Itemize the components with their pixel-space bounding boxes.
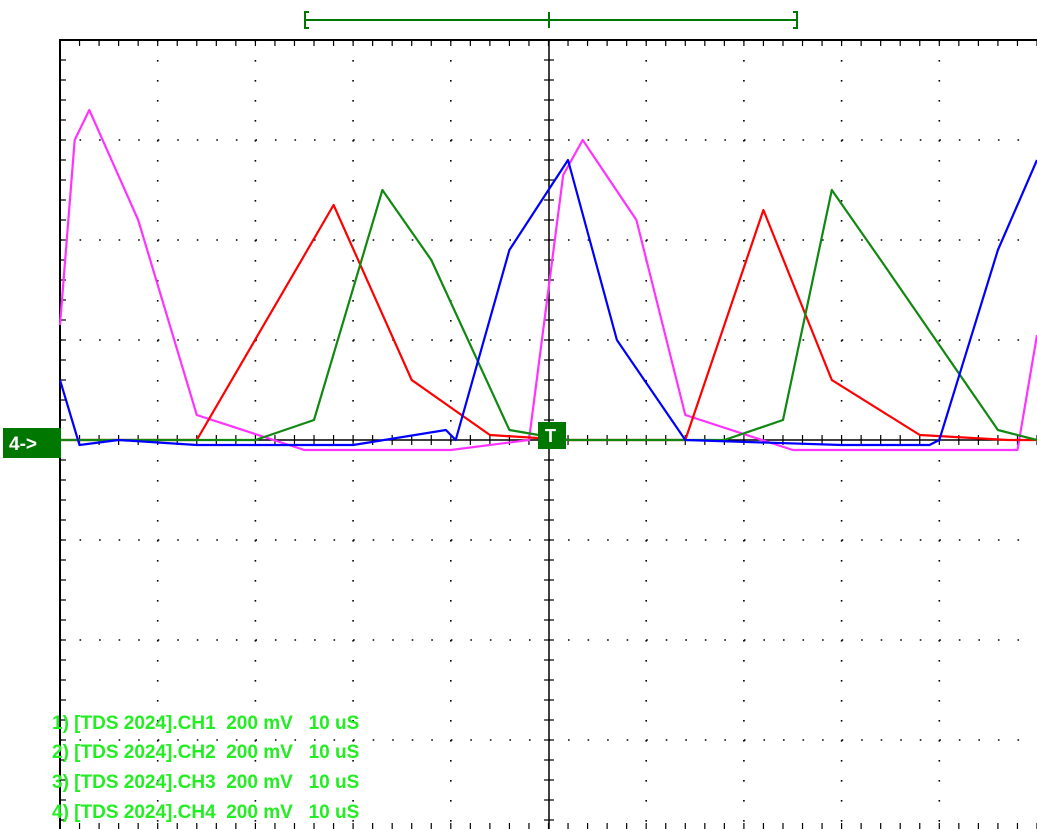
legend-line-ch2: 2) [TDS 2024].CH2 200 mV 10 uS <box>52 742 359 763</box>
trigger-marker[interactable]: T <box>538 422 566 449</box>
legend-line-ch3: 3) [TDS 2024].CH3 200 mV 10 uS <box>52 772 359 793</box>
trace-ch3 <box>60 188 1037 442</box>
legend-line-ch4: 4) [TDS 2024].CH4 200 mV 10 uS <box>52 802 359 823</box>
trigger-marker-label: T <box>545 426 556 446</box>
horizontal-position-bar[interactable] <box>304 11 798 29</box>
waveform-traces <box>58 108 1037 452</box>
trace-ch4 <box>58 158 1037 447</box>
ground-marker-label: 4-> <box>9 434 37 455</box>
legend-line-ch1: 1) [TDS 2024].CH1 200 mV 10 uS <box>52 713 359 734</box>
channel-legend: 1) [TDS 2024].CH1 200 mV 10 uS 2) [TDS 2… <box>52 713 359 823</box>
trace-ch1 <box>58 108 1037 452</box>
ch4-ground-marker[interactable]: 4-> <box>3 428 61 458</box>
